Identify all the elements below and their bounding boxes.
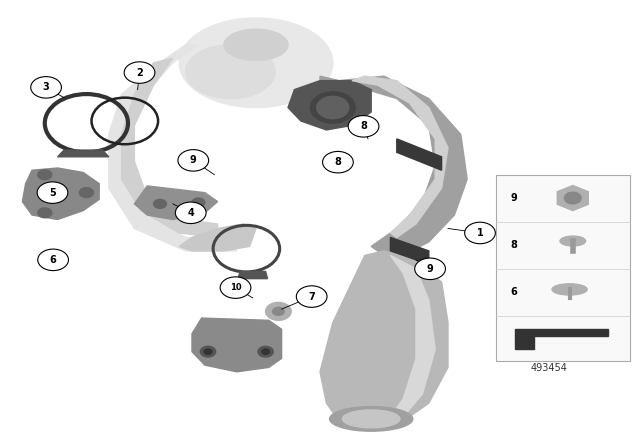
Circle shape (178, 150, 209, 171)
Text: 10: 10 (230, 283, 241, 292)
Ellipse shape (342, 410, 400, 428)
Polygon shape (58, 150, 109, 157)
Ellipse shape (224, 29, 288, 60)
Circle shape (175, 202, 206, 224)
Circle shape (204, 349, 212, 354)
Text: 1: 1 (477, 228, 483, 238)
Text: 2: 2 (136, 68, 143, 78)
Circle shape (38, 249, 68, 271)
Ellipse shape (179, 18, 333, 108)
Text: 8: 8 (335, 157, 341, 167)
Circle shape (31, 77, 61, 98)
Circle shape (192, 198, 205, 207)
Circle shape (465, 222, 495, 244)
Polygon shape (238, 271, 268, 279)
Circle shape (37, 182, 68, 203)
Polygon shape (134, 186, 218, 220)
Text: 3: 3 (43, 82, 49, 92)
Circle shape (154, 199, 166, 208)
FancyBboxPatch shape (496, 175, 630, 361)
Circle shape (348, 116, 379, 137)
Circle shape (220, 277, 251, 298)
Polygon shape (288, 81, 371, 130)
Polygon shape (122, 58, 218, 237)
Text: 8: 8 (510, 240, 517, 250)
Text: 7: 7 (308, 292, 315, 302)
Polygon shape (109, 45, 237, 251)
Text: 493454: 493454 (531, 363, 568, 373)
Text: 6: 6 (50, 255, 56, 265)
Polygon shape (179, 224, 256, 251)
Circle shape (38, 208, 52, 218)
Text: 9: 9 (510, 193, 517, 203)
Circle shape (124, 62, 155, 83)
Text: 9: 9 (190, 155, 196, 165)
Circle shape (258, 346, 273, 357)
Circle shape (79, 188, 93, 198)
Polygon shape (320, 251, 448, 426)
Text: 8: 8 (360, 121, 367, 131)
Circle shape (564, 192, 581, 204)
Text: 5: 5 (49, 188, 56, 198)
Text: 6: 6 (510, 287, 517, 297)
Ellipse shape (552, 284, 588, 295)
Text: 9: 9 (427, 264, 433, 274)
Polygon shape (515, 329, 608, 349)
Ellipse shape (310, 92, 355, 123)
Circle shape (273, 307, 284, 315)
Polygon shape (397, 139, 442, 170)
Polygon shape (192, 318, 282, 372)
Ellipse shape (330, 407, 413, 431)
Polygon shape (22, 168, 99, 220)
Text: 4: 4 (188, 208, 194, 218)
Circle shape (323, 151, 353, 173)
Ellipse shape (317, 96, 349, 119)
Ellipse shape (186, 45, 275, 99)
Ellipse shape (560, 236, 586, 246)
Circle shape (38, 170, 52, 180)
Polygon shape (320, 76, 467, 255)
Circle shape (415, 258, 445, 280)
Polygon shape (390, 237, 429, 264)
Circle shape (266, 302, 291, 320)
Polygon shape (390, 255, 435, 417)
Circle shape (200, 346, 216, 357)
Circle shape (262, 349, 269, 354)
Circle shape (296, 286, 327, 307)
Polygon shape (352, 76, 448, 237)
